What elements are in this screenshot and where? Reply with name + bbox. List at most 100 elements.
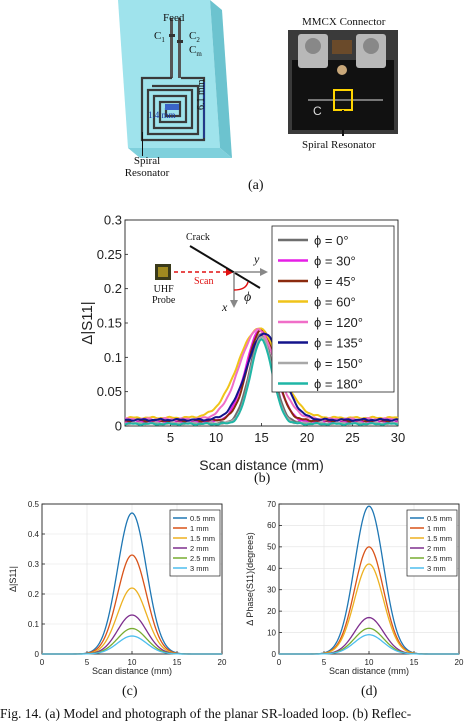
- series-line: [124, 327, 399, 422]
- y-tick-label: 60: [267, 521, 276, 530]
- y-tick-label: 0.3: [104, 213, 122, 228]
- y-tick-label: 0.2: [104, 281, 122, 296]
- x-tick-label: 10: [128, 658, 137, 667]
- legend-label: 3 mm: [427, 564, 446, 573]
- y-tick-label: 30: [267, 586, 276, 595]
- x-tick-label: 15: [254, 430, 268, 445]
- figure-caption: Fig. 14. (a) Model and photograph of the…: [0, 706, 412, 721]
- series-line: [279, 634, 459, 655]
- cm-label: Cm: [189, 44, 202, 59]
- y-tick-label: 0: [35, 650, 40, 659]
- inset-scan-label: Scan: [194, 276, 214, 287]
- x-tick-label: 10: [365, 658, 374, 667]
- panel-d-chart: 0 5 10 15 20 0 10 20 30 40 50 60 70 Scan distance (mm…: [245, 500, 464, 676]
- inset-x-axis-label: x: [222, 300, 228, 314]
- mmcx-connector-label: MMCX Connector: [302, 16, 386, 28]
- x-tick-label: 0: [277, 658, 282, 667]
- x-tick-label: 20: [300, 430, 314, 445]
- legend-label: ϕ = 60°: [314, 295, 356, 310]
- panel-b-label: (b): [254, 471, 271, 486]
- y-tick-label: 0.15: [97, 316, 122, 331]
- legend-box: [406, 509, 458, 577]
- feed-label: Feed: [163, 12, 185, 24]
- legend-label: ϕ = 180°: [314, 377, 363, 392]
- x-axis-label: Scan distance (mm): [199, 457, 323, 473]
- spiral-callout-arrow: [142, 132, 143, 156]
- x-tick-label: 5: [322, 658, 327, 667]
- inset-crack-label: Crack: [186, 232, 210, 243]
- y-tick-label: 0.3: [28, 560, 40, 569]
- x-tick-label: 0: [40, 658, 45, 667]
- x-tick-label: 15: [410, 658, 419, 667]
- legend-label: ϕ = 0°: [314, 233, 349, 248]
- y-tick-label: 0: [115, 419, 122, 434]
- photo-spiral-label: Spiral Resonator: [302, 139, 376, 151]
- legend-label: 1.5 mm: [190, 534, 215, 543]
- legend-label: 2 mm: [190, 544, 209, 553]
- y-tick-label: 0.25: [97, 247, 122, 262]
- y-tick-label: 20: [267, 607, 276, 616]
- y-tick-label: 0.4: [28, 530, 40, 539]
- inset-y-axis-label: y: [254, 252, 260, 266]
- series-line: [124, 332, 399, 422]
- model-spiral-label: Spiral Resonator: [124, 155, 170, 179]
- y-axis-label: Δ|S11|: [8, 566, 18, 592]
- x-tick-label: 20: [218, 658, 227, 667]
- c1-label: C1: [154, 30, 165, 45]
- y-tick-label: 0.1: [28, 620, 40, 629]
- panel-b-chart: 5 10 15 20 25 30 0 0.05 0.1 0.15 0.2 0.25 0.3 Scan di…: [79, 213, 405, 473]
- series-line: [124, 337, 399, 426]
- y-axis-label: Δ Phase(S11)(degrees): [245, 532, 255, 625]
- x-tick-label: 5: [167, 430, 174, 445]
- y-tick-label: 0.1: [104, 350, 122, 365]
- inset-drawing: [155, 245, 268, 308]
- x-axis-label: Scan distance (mm): [92, 666, 172, 676]
- y-tick-label: 0.5: [28, 500, 40, 509]
- x-tick-label: 10: [209, 430, 223, 445]
- y-tick-label: 40: [267, 564, 276, 573]
- legend-label: 3 mm: [190, 564, 209, 573]
- legend-label: 1 mm: [427, 524, 446, 533]
- legend-label: ϕ = 150°: [314, 356, 363, 371]
- legend-label: ϕ = 135°: [314, 336, 363, 351]
- width-dimension-label: 1.4 mm: [148, 110, 176, 120]
- panel-c-chart: 0 5 10 15 20 0 0.1 0.2 0.3 0.4 0.5 Scan distance (m…: [8, 500, 227, 676]
- panel-a-label: (a): [248, 178, 264, 193]
- y-tick-label: 70: [267, 500, 276, 509]
- legend-label: 2.5 mm: [427, 554, 452, 563]
- y-tick-label: 50: [267, 543, 276, 552]
- legend-label: 2 mm: [427, 544, 446, 553]
- legend-label: 1.5 mm: [427, 534, 452, 543]
- series-line: [42, 635, 222, 655]
- legend-label: ϕ = 120°: [314, 315, 363, 330]
- x-tick-label: 5: [85, 658, 90, 667]
- y-tick-label: 0.05: [97, 384, 122, 399]
- y-tick-label: 10: [267, 628, 276, 637]
- board-letter: C: [313, 104, 322, 118]
- sr-loop-model-image: [118, 0, 232, 158]
- inset-probe-label: UHF Probe: [152, 284, 176, 306]
- legend-label: 0.5 mm: [427, 514, 452, 523]
- x-tick-label: 30: [391, 430, 405, 445]
- y-tick-label: 0.2: [28, 590, 40, 599]
- sr-loop-photo-image: [288, 30, 398, 134]
- legend-box: [169, 509, 221, 577]
- legend-label: 0.5 mm: [190, 514, 215, 523]
- y-axis-label: Δ|S11|: [79, 301, 96, 344]
- inset-schematic: Crack Scan UHF Probe y x ϕ: [150, 232, 270, 328]
- x-tick-label: 25: [345, 430, 359, 445]
- c2-label: C2: [189, 30, 200, 45]
- x-axis-label: Scan distance (mm): [329, 666, 409, 676]
- height-dimension-label: 6.1 mm: [196, 79, 207, 110]
- panel-a: Feed C1 C2 Cm 1.4 mm 6.1 mm Spiral Reson…: [0, 0, 474, 200]
- legend-label: ϕ = 30°: [314, 254, 356, 269]
- legend-box: [271, 225, 395, 393]
- panel-c-label: (c): [122, 684, 138, 699]
- panel-d-label: (d): [361, 684, 378, 699]
- legend-label: ϕ = 45°: [314, 274, 356, 289]
- legend-label: 1 mm: [190, 524, 209, 533]
- x-tick-label: 15: [173, 658, 182, 667]
- legend-label: 2.5 mm: [190, 554, 215, 563]
- inset-angle-label: ϕ: [244, 290, 252, 305]
- photo-callout-arrow: [342, 110, 344, 136]
